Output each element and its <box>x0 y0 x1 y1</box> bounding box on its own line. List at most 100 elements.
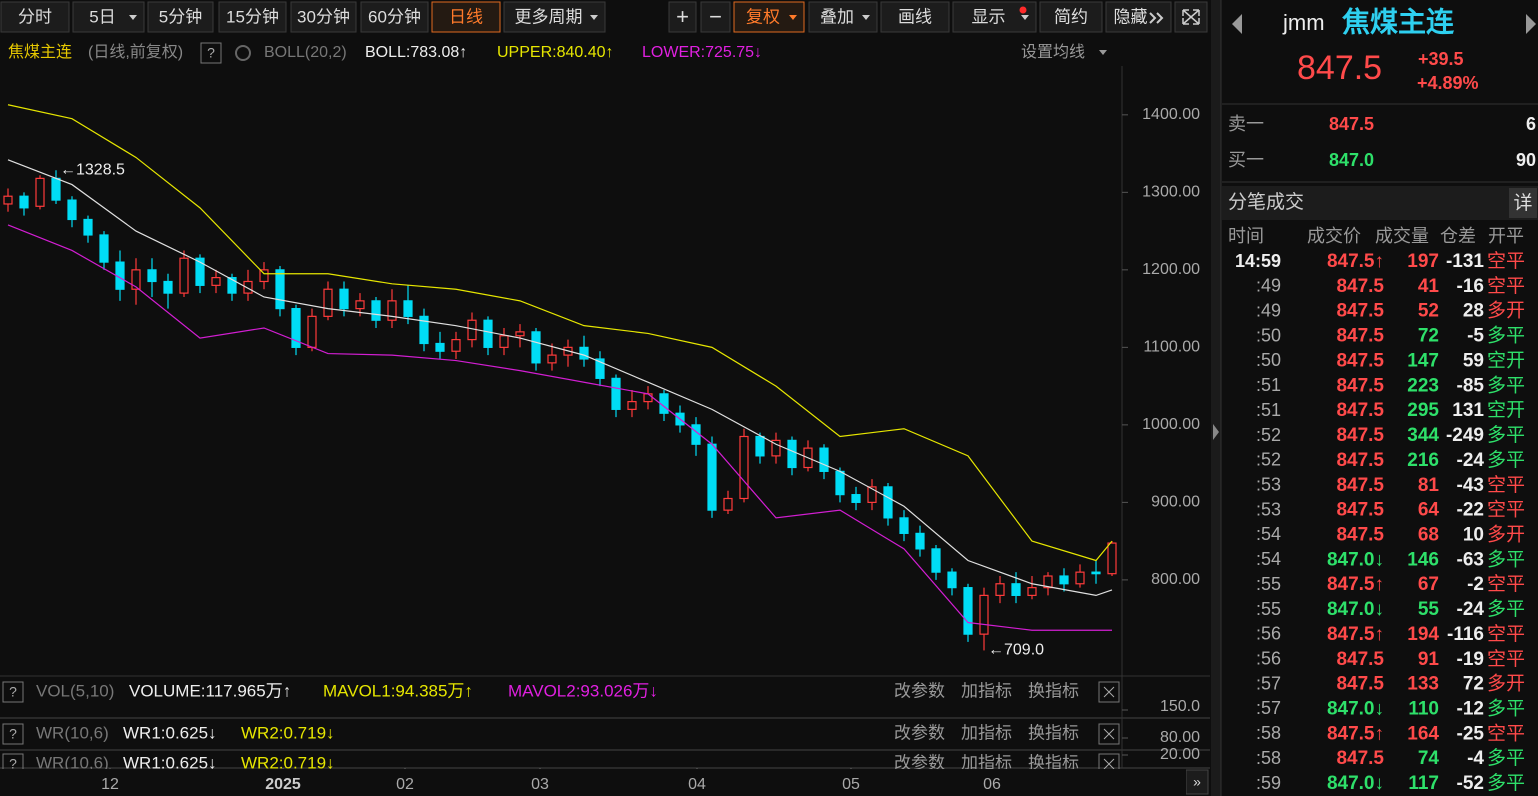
close-button[interactable] <box>1098 723 1120 745</box>
trade-price: 847.5 <box>1336 375 1384 396</box>
candle-body <box>163 280 173 294</box>
trade-time: :54 <box>1256 549 1281 569</box>
candle-body <box>995 583 1005 596</box>
trade-time: :49 <box>1256 300 1281 320</box>
candle-body <box>1027 587 1037 596</box>
y-tick-label: 1000.00 <box>1142 416 1200 433</box>
period-button[interactable] <box>431 1 501 33</box>
trade-volume: 64 <box>1418 500 1440 521</box>
trade-volume: 197 <box>1407 251 1439 272</box>
period-label: 30分钟 <box>297 7 350 26</box>
trade-time: :50 <box>1256 325 1281 345</box>
candle-body <box>67 199 77 221</box>
tool-button[interactable] <box>668 1 697 33</box>
panel-button[interactable]: 改参数 <box>894 723 945 742</box>
trade-diff: -22 <box>1457 500 1484 521</box>
panel-button[interactable]: 换指标 <box>1028 723 1079 742</box>
candle-body <box>723 497 733 511</box>
quote-code: jmm <box>1282 10 1325 35</box>
candle-body <box>483 319 493 348</box>
quote-name: 焦煤主连 <box>1342 5 1455 37</box>
candle-body <box>851 494 861 503</box>
panel-button[interactable]: 改参数 <box>894 753 945 772</box>
period-button[interactable] <box>360 1 429 33</box>
panel-button[interactable]: 加指标 <box>961 753 1012 772</box>
x-tick-label: 06 <box>983 776 1001 793</box>
help-button[interactable] <box>200 42 222 64</box>
extreme-label: ←709.0 <box>988 642 1044 659</box>
trade-diff: 10 <box>1463 524 1484 545</box>
tool-button[interactable] <box>880 1 950 33</box>
dropdown-caret <box>590 15 598 20</box>
trade-type: 空平 <box>1487 722 1525 744</box>
trade-type: 空开 <box>1487 399 1525 421</box>
help-label: ? <box>9 726 17 742</box>
candle-body <box>531 331 541 364</box>
y-tick-label: 1300.00 <box>1142 184 1200 201</box>
candle-body <box>435 342 445 352</box>
lower-value: LOWER:725.75↓ <box>642 44 762 61</box>
help-button[interactable] <box>2 723 24 745</box>
trade-time: :57 <box>1256 673 1281 693</box>
trade-price: 847.5↑ <box>1327 574 1384 595</box>
candle-body <box>1043 575 1053 589</box>
panel-button[interactable]: 加指标 <box>961 681 1012 700</box>
panel-button[interactable]: 换指标 <box>1028 753 1079 772</box>
candle-body <box>371 300 381 321</box>
trade-volume: 194 <box>1407 624 1439 645</box>
panel-button[interactable]: 加指标 <box>961 723 1012 742</box>
candle-body <box>259 269 269 283</box>
candle-body <box>579 346 589 360</box>
tool-label: 显示 <box>972 7 1006 26</box>
wr2-value: WR2:0.719↓ <box>241 723 335 742</box>
close-icon <box>1103 686 1115 698</box>
trade-price: 847.5↑ <box>1327 251 1384 272</box>
wr1-value: WR1:0.625↓ <box>123 753 217 772</box>
trade-time: :56 <box>1256 649 1281 669</box>
tool-button[interactable] <box>1039 1 1103 33</box>
trade-price: 847.5 <box>1336 475 1384 496</box>
candle-body <box>755 435 765 457</box>
trade-volume: 91 <box>1418 649 1440 670</box>
trade-time: :59 <box>1256 773 1281 793</box>
period-button[interactable] <box>290 1 357 33</box>
wr-tick-label: 20.00 <box>1160 746 1200 763</box>
period-button[interactable] <box>147 1 214 33</box>
help-button[interactable] <box>2 681 24 703</box>
trade-time: :56 <box>1256 624 1281 644</box>
period-button[interactable] <box>0 1 70 33</box>
trade-diff: -249 <box>1446 425 1484 446</box>
trade-type: 空平 <box>1487 573 1525 595</box>
candle-body <box>211 277 221 286</box>
trade-price: 847.5 <box>1336 649 1384 670</box>
y-tick-label: 800.00 <box>1151 571 1200 588</box>
splitter[interactable] <box>1211 0 1221 796</box>
candle-body <box>467 319 477 341</box>
period-button[interactable] <box>503 1 606 33</box>
trade-time: :50 <box>1256 350 1281 370</box>
candle-body <box>595 358 605 379</box>
next-arrow[interactable] <box>1526 14 1536 34</box>
panel-button[interactable]: 换指标 <box>1028 681 1079 700</box>
tool-button[interactable] <box>700 1 731 33</box>
indicator-name: BOLL(20,2) <box>264 44 347 61</box>
tool-label: 简约 <box>1054 7 1088 26</box>
ma-settings[interactable]: 设置均线 <box>1021 43 1085 61</box>
trade-type: 空平 <box>1487 474 1525 496</box>
boll-lower <box>7 224 1112 631</box>
notice-dot <box>1019 6 1027 14</box>
period-button[interactable] <box>218 1 287 33</box>
candle-body <box>451 339 461 352</box>
close-button[interactable] <box>1098 681 1120 703</box>
book-price: 847.0 <box>1329 150 1374 170</box>
trade-price: 847.5↑ <box>1327 723 1384 744</box>
prev-arrow[interactable] <box>1232 14 1242 34</box>
trade-price: 847.5 <box>1336 425 1384 446</box>
tool-label: 隐藏 <box>1114 7 1148 26</box>
candle-body <box>1091 571 1101 575</box>
trade-diff: 28 <box>1463 301 1484 322</box>
gear-icon[interactable] <box>235 45 251 61</box>
panel-button[interactable]: 改参数 <box>894 681 945 700</box>
trade-diff: -131 <box>1446 251 1484 272</box>
detail-button[interactable] <box>1509 188 1537 218</box>
